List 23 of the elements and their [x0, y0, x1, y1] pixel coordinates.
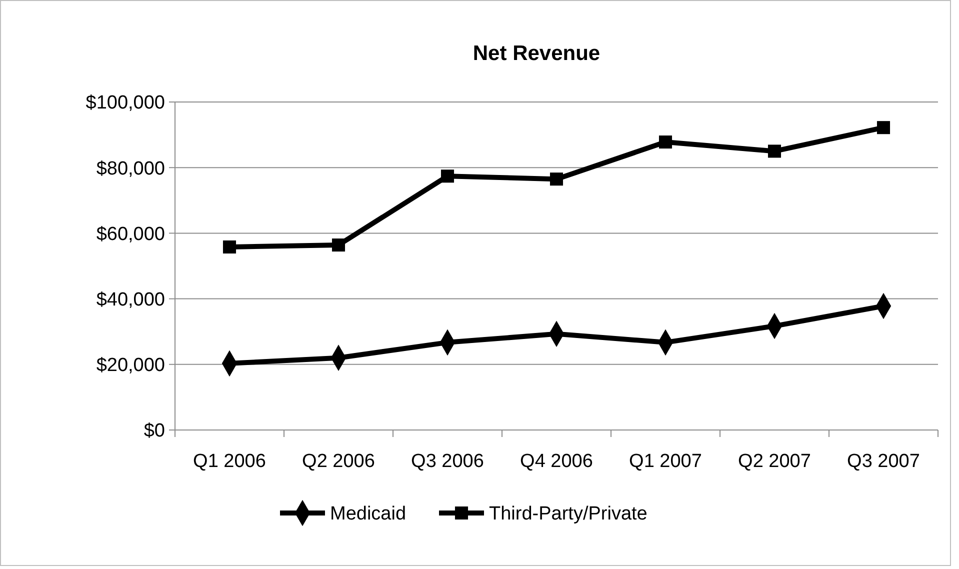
point [768, 144, 782, 158]
point [332, 238, 346, 252]
x-tick-label: Q3 2006 [411, 451, 484, 472]
y-tick-label: $40,000 [96, 289, 165, 310]
point [222, 240, 236, 254]
point [440, 170, 454, 183]
point [658, 135, 672, 149]
x-tick-label: Q1 2006 [193, 451, 266, 472]
y-tick-label: $60,000 [96, 224, 165, 245]
point [876, 121, 890, 134]
y-tick-label: $100,000 [86, 92, 165, 114]
y-tick-label: $20,000 [96, 355, 165, 376]
legend-label: Medicaid [330, 504, 406, 525]
point [550, 172, 564, 186]
chart-title: Net Revenue [472, 42, 600, 65]
x-tick-label: Q4 2006 [520, 451, 593, 472]
x-tick-label: Q2 2007 [738, 451, 811, 472]
x-tick-label: Q1 2007 [629, 451, 702, 472]
y-tick-label: $0 [144, 420, 165, 442]
x-tick-label: Q3 2007 [847, 451, 920, 472]
x-tick-label: Q2 2006 [302, 451, 375, 472]
y-tick-label: $80,000 [96, 158, 165, 180]
legend-label: Third-Party/Private [489, 504, 648, 525]
